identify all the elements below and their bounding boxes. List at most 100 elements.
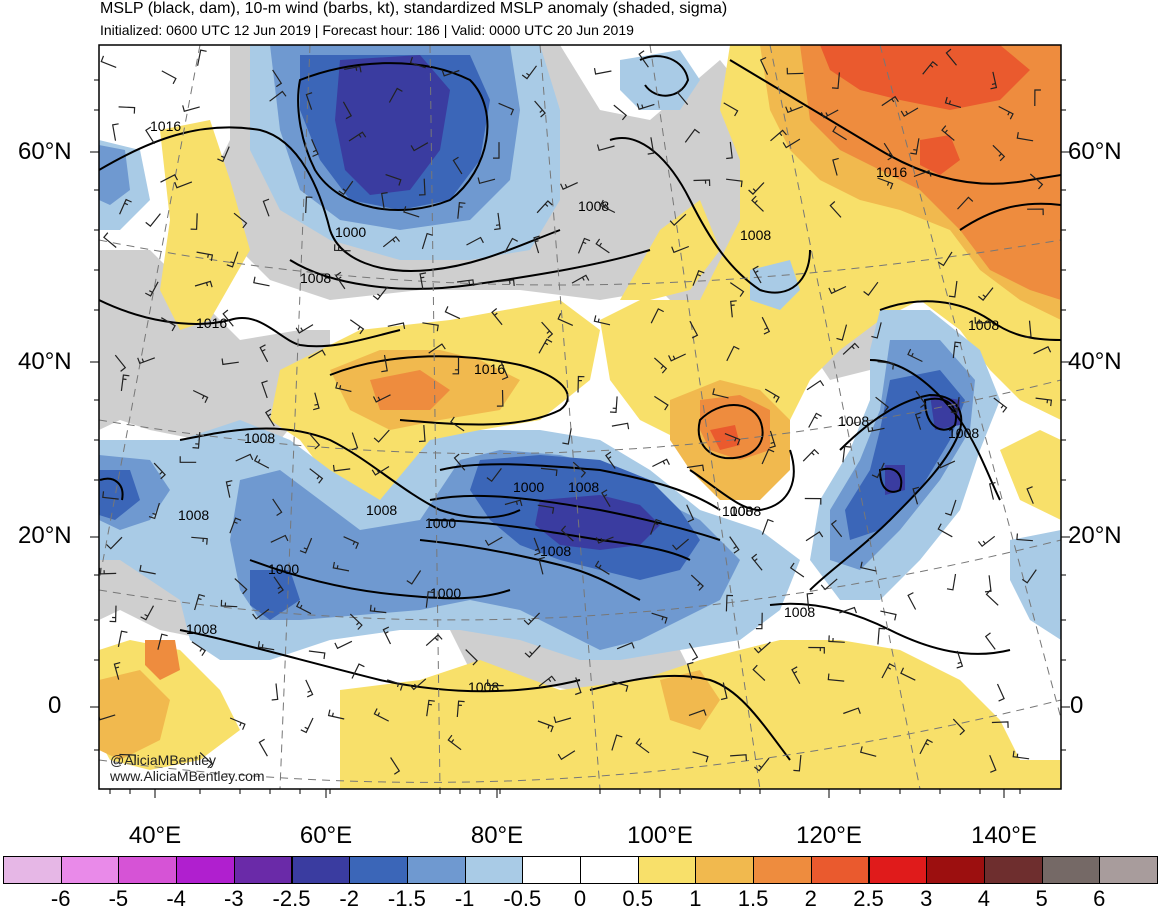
wind-barb: [335, 381, 352, 393]
lat-label-left: 40°N: [18, 348, 72, 375]
wind-barb: [557, 313, 574, 326]
wind-barb: [839, 606, 857, 614]
wind-barb: [194, 280, 213, 288]
wind-barb: [730, 754, 747, 761]
wind-barb: [842, 445, 851, 463]
wind-barb: [984, 632, 996, 650]
isobar-label: 1008: [838, 413, 869, 429]
wind-barb: [450, 416, 465, 432]
wind-barb: [560, 525, 574, 542]
wind-barb: [753, 641, 771, 654]
colorbar-label: 3: [920, 886, 933, 911]
wind-barb: [948, 280, 958, 298]
wind-barb: [308, 650, 326, 660]
isobar-label: 1000: [425, 515, 456, 531]
wind-barb: [252, 608, 270, 620]
wind-barb: [305, 92, 313, 110]
wind-barb: [684, 128, 700, 143]
wind-barb: [977, 535, 996, 548]
wind-barb: [313, 392, 320, 411]
wind-barb: [388, 87, 403, 103]
wind-barb: [616, 642, 635, 650]
credit-handle: @AliciaMBentley: [110, 752, 217, 768]
wind-barb: [957, 196, 974, 210]
lat-label-left: 0: [48, 692, 62, 719]
wind-barb: [410, 142, 429, 152]
wind-barb: [907, 348, 923, 363]
wind-barb: [686, 504, 695, 523]
wind-barb: [595, 536, 614, 544]
wind-barb: [785, 105, 804, 114]
wind-barb: [599, 199, 616, 214]
colorbar-label: -3: [224, 886, 244, 911]
wind-barb: [993, 397, 1008, 413]
wind-barb: [752, 265, 762, 284]
wind-barb: [653, 357, 668, 374]
colorbar-label: 2.5: [853, 886, 884, 911]
wind-barb: [938, 251, 953, 267]
wind-barb: [419, 272, 427, 290]
wind-barb: [881, 95, 899, 107]
wind-barb: [945, 48, 957, 66]
wind-barb: [521, 65, 537, 80]
wind-barb: [447, 734, 462, 751]
wind-barb: [572, 461, 587, 478]
colorbar-swatch: [291, 856, 351, 884]
wind-barb: [900, 107, 919, 117]
colorbar-swatch: [349, 856, 408, 884]
wind-barb: [652, 458, 670, 468]
wind-barb: [829, 201, 842, 218]
wind-barb: [748, 182, 765, 195]
wind-barb: [194, 593, 206, 611]
wind-barb: [791, 666, 801, 684]
wind-barb: [761, 518, 774, 535]
wind-barb: [1035, 397, 1053, 407]
isobar-label: 1008: [740, 227, 771, 243]
wind-barb: [913, 170, 932, 178]
colorbar-swatch: [695, 856, 755, 884]
wind-barb: [712, 388, 729, 399]
wind-barb: [786, 67, 804, 75]
wind-barb: [730, 300, 737, 318]
colorbar-label: 1: [689, 886, 702, 911]
isobar-label-group: 1016 1000 1008 1008 1008 1016 1016 1016 …: [150, 118, 999, 695]
wind-barb: [309, 468, 324, 484]
wind-barb: [914, 412, 922, 430]
lon-label: 80°E: [470, 822, 524, 849]
wind-barb: [596, 144, 615, 152]
wind-barb: [611, 422, 630, 430]
wind-barb: [594, 560, 610, 575]
wind-barb: [654, 395, 669, 411]
wind-barb: [832, 157, 839, 176]
wind-barb: [802, 448, 820, 462]
isobar-label: 1008: [468, 679, 499, 695]
wind-barb: [946, 573, 957, 591]
wind-barb: [406, 570, 422, 585]
wind-barb: [937, 460, 956, 469]
wind-barb: [828, 635, 845, 643]
wind-barb: [562, 428, 572, 445]
wind-barb: [456, 700, 465, 718]
wind-barb: [830, 519, 843, 538]
chart-title: MSLP (black, dam), 10-m wind (barbs, kt)…: [100, 0, 728, 17]
wind-barb: [486, 468, 502, 483]
wind-barb: [974, 317, 992, 324]
credit-website: www.AliciaMBentley.com: [110, 768, 265, 784]
wind-barb: [571, 274, 590, 284]
wind-barb: [808, 646, 825, 654]
wind-barb: [497, 279, 515, 286]
wind-barb: [425, 591, 435, 608]
wind-barb: [1034, 89, 1041, 107]
wind-barb: [759, 56, 769, 75]
wind-barb: [308, 349, 326, 359]
wind-barb: [541, 321, 554, 339]
wind-barb: [387, 322, 406, 330]
isobar-label: 1000: [513, 479, 544, 495]
colorbar-swatch: [753, 856, 812, 884]
wind-barb: [991, 721, 1009, 728]
wind-barb: [612, 681, 629, 692]
isobar-label: 1008: [568, 479, 599, 495]
wind-barb: [425, 634, 443, 647]
wind-barb: [113, 662, 121, 680]
